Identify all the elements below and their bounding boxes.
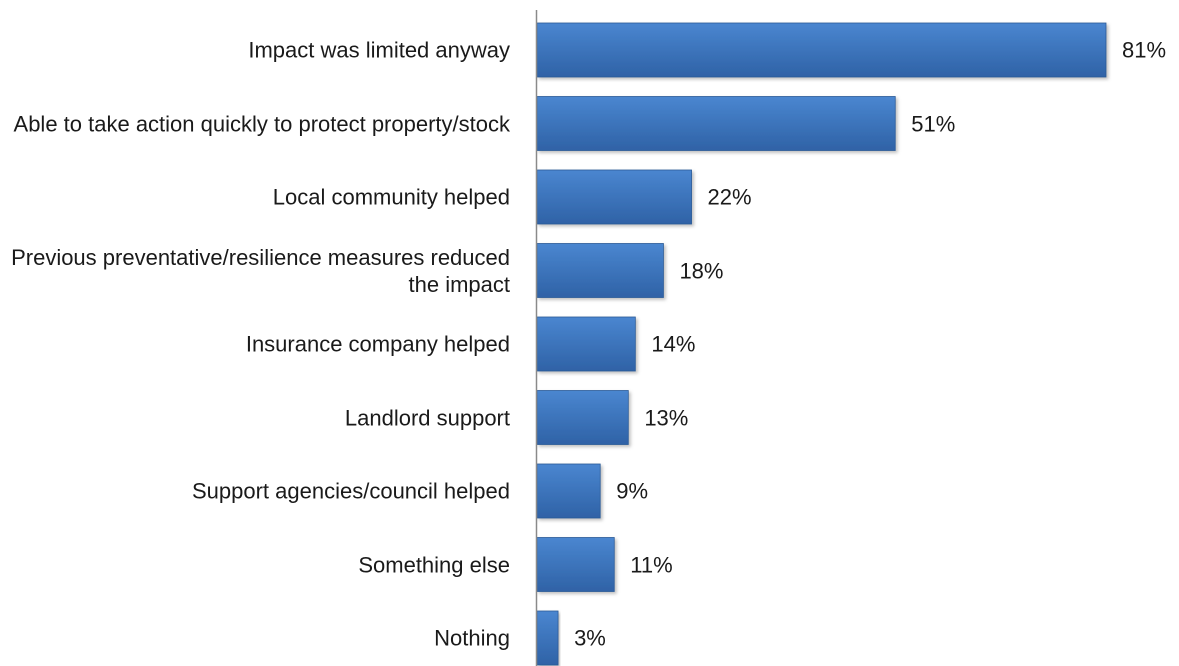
- bar-1: [536, 22, 1107, 78]
- category-label-4: Previous preventative/resilience measure…: [11, 244, 510, 297]
- value-label-5: 14%: [651, 331, 696, 357]
- bar-2: [536, 96, 896, 151]
- category-label-3: Local community helped: [272, 184, 510, 210]
- value-label-1: 81%: [1122, 37, 1167, 63]
- bar-5: [536, 316, 636, 372]
- bars-layer: [536, 22, 1107, 666]
- value-label-9: 3%: [574, 625, 606, 651]
- bar-8: [536, 537, 615, 592]
- bar-3: [536, 169, 692, 225]
- bar-6: [536, 390, 629, 445]
- value-label-4: 18%: [679, 258, 724, 283]
- value-label-6: 13%: [644, 405, 689, 430]
- category-label-2: Able to take action quickly to protect p…: [13, 111, 510, 136]
- category-label-5: Insurance company helped: [245, 331, 510, 357]
- value-label-3: 22%: [707, 184, 752, 210]
- category-label-7: Support agencies/council helped: [191, 478, 510, 504]
- category-label-6: Landlord support: [344, 405, 510, 430]
- category-label-1: Impact was limited anyway: [248, 37, 510, 63]
- bar-7: [536, 463, 601, 519]
- bar-9: [536, 610, 559, 666]
- bar-4: [536, 243, 664, 298]
- value-label-7: 9%: [616, 478, 649, 504]
- category-label-9: Nothing: [434, 625, 510, 651]
- category-label-8: Something else: [358, 552, 510, 577]
- value-label-8: 11%: [630, 552, 673, 577]
- value-label-2: 51%: [911, 111, 956, 136]
